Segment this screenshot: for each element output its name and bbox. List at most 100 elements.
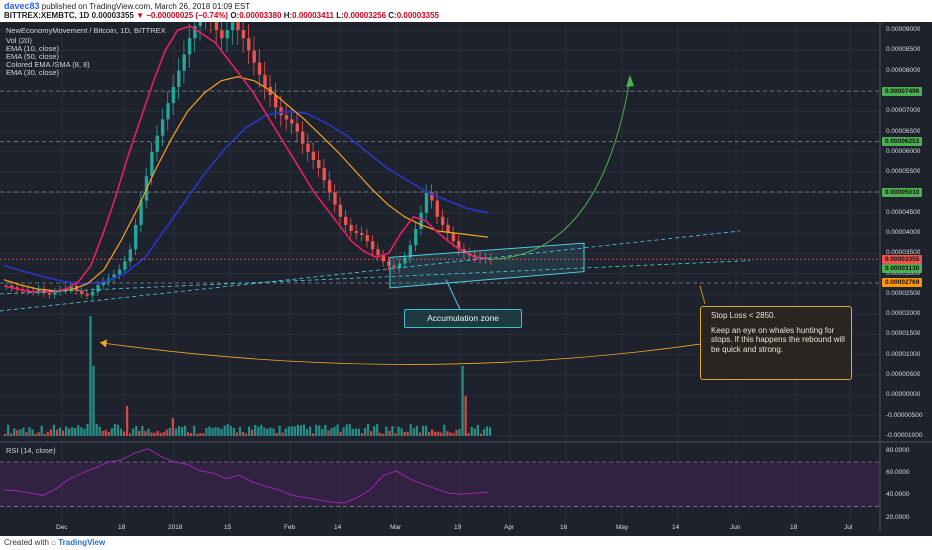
volume-bar — [302, 424, 306, 436]
created-with-text: Created with — [4, 538, 49, 547]
legend-item-ema30[interactable]: EMA (30, close) — [6, 68, 59, 77]
symbol: BITTREX:XEMBTC, 1D — [4, 11, 90, 20]
price-tick-label: 0.00005500 — [886, 168, 921, 176]
price-tick-label: 0.00009000 — [886, 26, 921, 34]
rsi-label[interactable]: RSI (14, close) — [6, 446, 56, 455]
price-change: −0.00000025 (−0.74%) — [146, 11, 229, 20]
candle — [451, 233, 456, 242]
accumulation-zone-label[interactable]: Accumulation zone — [404, 309, 522, 328]
candle — [96, 284, 100, 292]
volume-bar — [159, 432, 162, 436]
legend-item-vol[interactable]: Vol (20) — [6, 36, 32, 45]
volume-bar — [92, 365, 95, 436]
volume-bar — [147, 428, 150, 436]
price-tick-label: -0.00000500 — [886, 411, 923, 419]
volume-bar — [400, 428, 403, 436]
volume-bar — [244, 433, 248, 436]
legend-item-ema10[interactable]: EMA (10, close) — [6, 44, 59, 53]
volume-bar — [104, 429, 107, 436]
rebound-arc — [99, 340, 725, 365]
rsi-tick-label: 80.0000 — [886, 446, 910, 454]
volume-bar — [275, 433, 278, 436]
candle — [311, 151, 316, 160]
candle — [225, 30, 229, 39]
price-tick-label: 0.00004000 — [886, 229, 921, 237]
candle — [300, 131, 305, 144]
volume-bar — [373, 426, 376, 436]
volume-bar — [162, 432, 165, 436]
price-tick-label: 0.00004500 — [886, 208, 921, 216]
stop-loss-note[interactable]: Stop Loss < 2850. Keep an eye on whales … — [700, 306, 852, 380]
candle — [80, 290, 84, 294]
candle — [139, 200, 143, 225]
volume-bar — [174, 428, 177, 436]
volume-bar — [202, 433, 205, 436]
volume-bar — [470, 426, 473, 436]
candle — [317, 159, 321, 169]
volume-bar — [269, 427, 272, 436]
volume-bar — [287, 426, 290, 436]
volume-bar — [68, 428, 71, 436]
volume-bar — [217, 427, 220, 436]
candle — [344, 216, 348, 225]
candle — [182, 54, 186, 71]
candle — [387, 261, 391, 266]
rsi-tick-label: 40.0000 — [886, 491, 910, 499]
candle — [187, 38, 192, 55]
volume-bar — [403, 432, 406, 436]
price-tick-label: 0.00002000 — [886, 310, 921, 318]
volume-bar — [434, 431, 437, 436]
volume-bar — [196, 433, 199, 436]
volume-bar — [31, 429, 34, 436]
volume-bar — [132, 428, 135, 436]
candle — [150, 151, 154, 177]
candle — [322, 168, 326, 181]
price-tick-label: 0.00003000 — [886, 269, 921, 277]
volume-bar — [61, 430, 65, 436]
chart-canvas[interactable] — [0, 22, 932, 536]
volume-bar — [107, 431, 110, 436]
volume-bar — [424, 425, 428, 436]
legend-item-colored-ema[interactable]: Colored EMA /SMA (8, 8) — [6, 60, 90, 69]
tradingview-logo[interactable]: ⌂ TradingView — [51, 538, 106, 547]
candle — [220, 30, 224, 39]
stop-loss-text: Stop Loss < 2850. — [711, 311, 776, 320]
volume-bar — [229, 425, 232, 436]
author-name[interactable]: davec83 — [4, 1, 40, 11]
volume-bar — [473, 428, 476, 436]
candle — [440, 216, 445, 225]
volume-bar — [232, 427, 235, 436]
candle — [160, 119, 165, 136]
published-text: published on TradingView.com, March 26, … — [41, 2, 251, 11]
volume-bar — [22, 427, 25, 436]
legend-item-ema50[interactable]: EMA (50, close) — [6, 52, 59, 61]
chart-area[interactable]: NewEconomyMovement / Bitcoin, 1D, BITTRE… — [0, 22, 932, 536]
candle — [349, 224, 353, 231]
volume-bar — [208, 426, 211, 436]
volume-bar — [257, 426, 260, 436]
trendline-lower — [0, 230, 741, 312]
footer: Created with ⌂ TradingView — [0, 536, 932, 550]
volume-bar — [177, 426, 181, 436]
volume-bar — [238, 427, 242, 436]
candle — [354, 231, 359, 234]
ohlc-line: BITTREX:XEMBTC, 1D 0.00003355 ▼ −0.00000… — [4, 11, 439, 20]
projection-arrowhead — [626, 74, 634, 87]
candle — [128, 249, 133, 262]
volume-bar — [254, 424, 257, 436]
price-tick-label: 0.00006000 — [886, 147, 921, 155]
projection-arrow — [487, 78, 631, 260]
candle — [198, 22, 203, 27]
volume-bar — [98, 426, 101, 436]
price-tick-label: 0.00007000 — [886, 107, 921, 115]
volume-bar — [391, 426, 394, 436]
volume-bar — [119, 428, 123, 436]
volume-bar — [388, 430, 391, 436]
volume-bar — [116, 424, 120, 436]
candle — [241, 30, 246, 39]
volume-bar — [74, 428, 77, 436]
volume-bar — [467, 433, 470, 436]
candle — [392, 265, 396, 268]
volume-bar — [113, 424, 116, 436]
volume-bar — [95, 424, 98, 436]
